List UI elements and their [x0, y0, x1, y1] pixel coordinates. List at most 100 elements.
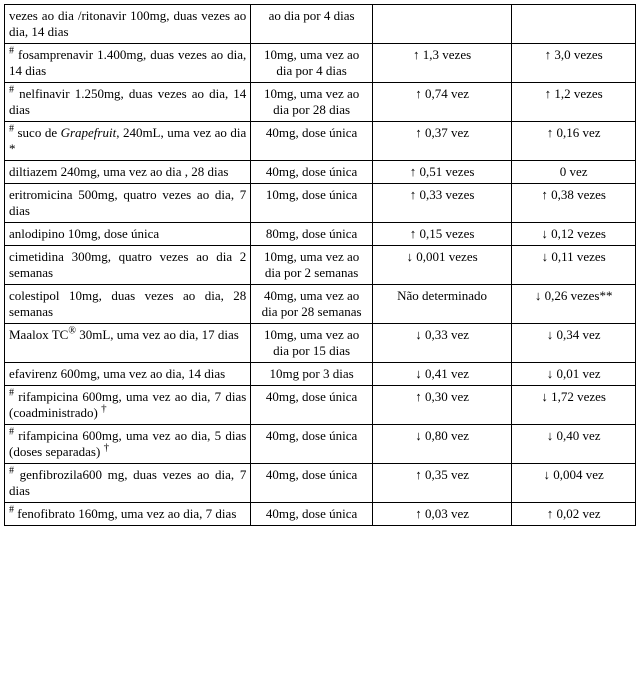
- cell-text: 40mg, dose única: [266, 389, 357, 404]
- table-cell: Não determinado: [372, 285, 511, 324]
- cell-text: suco de: [14, 125, 61, 140]
- table-cell: 80mg, dose única: [251, 223, 373, 246]
- cell-text: 0,12 vezes: [548, 226, 606, 241]
- table-cell: ↓ 0,26 vezes**: [512, 285, 636, 324]
- table-cell: ↑ 0,35 vez: [372, 464, 511, 503]
- table-cell: Maalox TC® 30mL, uma vez ao dia, 17 dias: [5, 324, 251, 363]
- table-cell: efavirenz 600mg, uma vez ao dia, 14 dias: [5, 363, 251, 386]
- table-cell: 40mg, uma vez ao dia por 28 semanas: [251, 285, 373, 324]
- table-cell: ↑ 1,3 vezes: [372, 44, 511, 83]
- table-row: vezes ao dia /ritonavir 100mg, duas veze…: [5, 5, 636, 44]
- table-cell: colestipol 10mg, duas vezes ao dia, 28 s…: [5, 285, 251, 324]
- table-cell: vezes ao dia /ritonavir 100mg, duas veze…: [5, 5, 251, 44]
- cell-text: efavirenz 600mg, uma vez ao dia, 14 dias: [9, 366, 225, 381]
- cell-text: ao dia por 4 dias: [269, 8, 355, 23]
- table-row: Maalox TC® 30mL, uma vez ao dia, 17 dias…: [5, 324, 636, 363]
- table-cell: cimetidina 300mg, quatro vezes ao dia 2 …: [5, 246, 251, 285]
- table-cell: ao dia por 4 dias: [251, 5, 373, 44]
- table-cell: ↑ 0,33 vezes: [372, 184, 511, 223]
- table-cell: 40mg, dose única: [251, 386, 373, 425]
- cell-text: 40mg, dose única: [266, 467, 357, 482]
- cell-text: 0,15 vezes: [416, 226, 474, 241]
- table-row: colestipol 10mg, duas vezes ao dia, 28 s…: [5, 285, 636, 324]
- table-cell: # rifampicina 600mg, uma vez ao dia, 7 d…: [5, 386, 251, 425]
- table-cell: ↑ 0,51 vezes: [372, 161, 511, 184]
- table-row: # suco de Grapefruit, 240mL, uma vez ao …: [5, 122, 636, 161]
- table-cell: ↑ 0,38 vezes: [512, 184, 636, 223]
- table-row: anlodipino 10mg, dose única 80mg, dose ún…: [5, 223, 636, 246]
- table-cell: 10mg por 3 dias: [251, 363, 373, 386]
- table-cell: 10mg, dose única: [251, 184, 373, 223]
- cell-text: 0,11 vezes: [548, 249, 606, 264]
- cell-text: 0,35 vez: [422, 467, 469, 482]
- table-row: # rifampicina 600mg, uma vez ao dia, 5 d…: [5, 425, 636, 464]
- cell-text: 0,34 vez: [553, 327, 600, 342]
- table-cell: 10mg, uma vez ao dia por 4 dias: [251, 44, 373, 83]
- cell-text: 40mg, dose única: [266, 164, 357, 179]
- table-cell: 40mg, dose única: [251, 122, 373, 161]
- table-cell: ↑ 0,02 vez: [512, 503, 636, 526]
- registered-icon: ®: [68, 326, 76, 337]
- table-cell: ↑ 0,74 vez: [372, 83, 511, 122]
- cell-text: 0,41 vez: [422, 366, 469, 381]
- cell-text: 10mg por 3 dias: [270, 366, 354, 381]
- table-cell: diltiazem 240mg, uma vez ao dia , 28 dia…: [5, 161, 251, 184]
- cell-text: 0,30 vez: [422, 389, 469, 404]
- cell-text: 1,72 vezes: [548, 389, 606, 404]
- table-cell: ↓ 0,41 vez: [372, 363, 511, 386]
- cell-text: 40mg, uma vez ao dia por 28 semanas: [262, 288, 362, 319]
- cell-text: 40mg, dose única: [266, 428, 357, 443]
- dagger-superscript: †: [104, 442, 110, 454]
- table-cell: 10mg, uma vez ao dia por 15 dias: [251, 324, 373, 363]
- cell-text: 10mg, uma vez ao dia por 28 dias: [264, 86, 359, 117]
- table-cell: # suco de Grapefruit, 240mL, uma vez ao …: [5, 122, 251, 161]
- cell-text: 40mg, dose única: [266, 125, 357, 140]
- cell-text: colestipol 10mg, duas vezes ao dia, 28 s…: [9, 288, 246, 319]
- table-cell: ↓ 0,11 vezes: [512, 246, 636, 285]
- table-cell: ↑ 0,30 vez: [372, 386, 511, 425]
- table-cell: ↑ 1,2 vezes: [512, 83, 636, 122]
- italic-text: Grapefruit: [61, 125, 117, 140]
- cell-text: rifampicina 600mg, uma vez ao dia, 5 dia…: [9, 428, 246, 459]
- cell-text: cimetidina 300mg, quatro vezes ao dia 2 …: [9, 249, 246, 280]
- cell-text: diltiazem 240mg, uma vez ao dia , 28 dia…: [9, 164, 229, 179]
- cell-text: 0,37 vez: [422, 125, 469, 140]
- cell-text: 0,80 vez: [422, 428, 469, 443]
- cell-text: fosamprenavir 1.400mg, duas vezes ao dia…: [9, 47, 246, 78]
- table-row: eritromicina 500mg, quatro vezes ao dia,…: [5, 184, 636, 223]
- table-cell: 10mg, uma vez ao dia por 2 semanas: [251, 246, 373, 285]
- cell-text: 0,51 vezes: [416, 164, 474, 179]
- cell-text: 10mg, dose única: [266, 187, 357, 202]
- cell-text: 0,02 vez: [553, 506, 600, 521]
- table-cell: ↑ 3,0 vezes: [512, 44, 636, 83]
- cell-text: 0,004 vez: [550, 467, 604, 482]
- table-row: # rifampicina 600mg, uma vez ao dia, 7 d…: [5, 386, 636, 425]
- cell-text: 0,01 vez: [553, 366, 600, 381]
- cell-text: 10mg, uma vez ao dia por 15 dias: [264, 327, 359, 358]
- cell-text: genfibrozila600 mg, duas vezes ao dia, 7…: [9, 467, 246, 498]
- table-cell: [372, 5, 511, 44]
- cell-text: eritromicina 500mg, quatro vezes ao dia,…: [9, 187, 246, 218]
- drug-interaction-table: vezes ao dia /ritonavir 100mg, duas veze…: [4, 4, 636, 526]
- table-row: diltiazem 240mg, uma vez ao dia , 28 dia…: [5, 161, 636, 184]
- table-cell: ↑ 0,16 vez: [512, 122, 636, 161]
- cell-text: 40mg, dose única: [266, 506, 357, 521]
- table-cell: 0 vez: [512, 161, 636, 184]
- cell-text: 0,33 vezes: [416, 187, 474, 202]
- cell-text: 1,2 vezes: [551, 86, 603, 101]
- cell-text: vezes ao dia /ritonavir 100mg, duas veze…: [9, 8, 246, 39]
- cell-text: 80mg, dose única: [266, 226, 357, 241]
- table-cell: eritromicina 500mg, quatro vezes ao dia,…: [5, 184, 251, 223]
- cell-text: 0,40 vez: [553, 428, 600, 443]
- table-cell: ↓ 0,01 vez: [512, 363, 636, 386]
- table-cell: ↓ 0,34 vez: [512, 324, 636, 363]
- table-cell: [512, 5, 636, 44]
- cell-text: 0,38 vezes: [548, 187, 606, 202]
- table-cell: ↑ 0,37 vez: [372, 122, 511, 161]
- table-cell: 40mg, dose única: [251, 503, 373, 526]
- cell-text: 0 vez: [560, 164, 588, 179]
- table-cell: ↓ 0,004 vez: [512, 464, 636, 503]
- cell-text: 1,3 vezes: [420, 47, 472, 62]
- cell-text: anlodipino 10mg, dose única: [9, 226, 159, 241]
- table-row: # fenofibrato 160mg, uma vez ao dia, 7 d…: [5, 503, 636, 526]
